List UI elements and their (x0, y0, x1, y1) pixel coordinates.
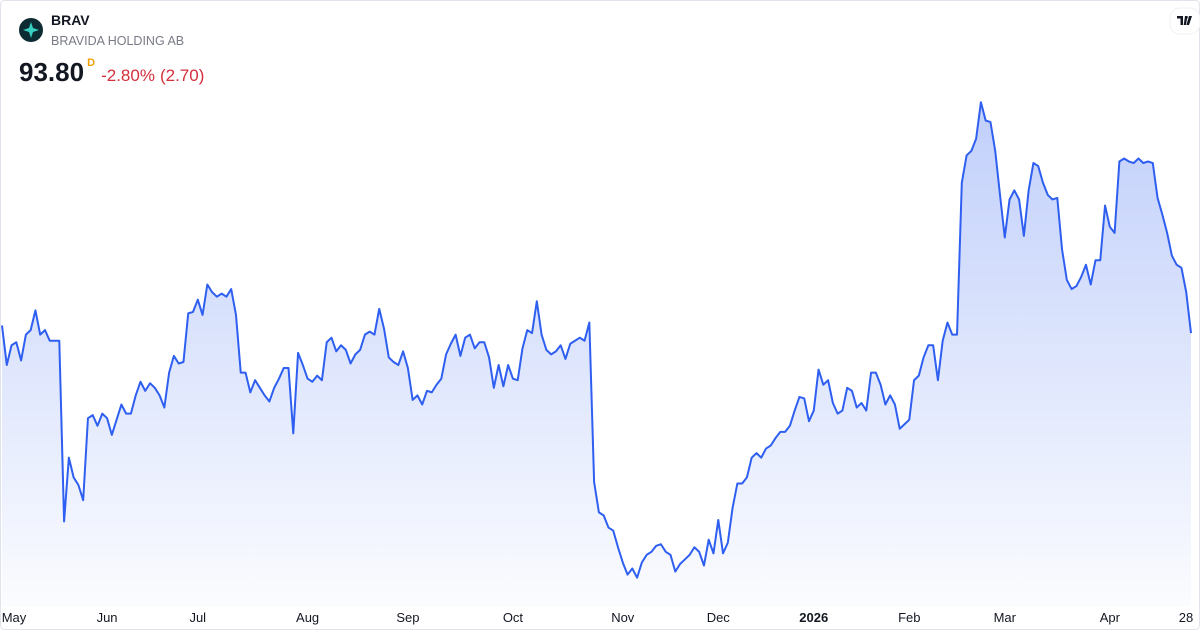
x-tick-label: Aug (296, 610, 319, 625)
logo (19, 18, 43, 42)
company-name: BRAVIDA HOLDING AB (51, 34, 184, 48)
x-tick-label: Dec (707, 610, 731, 625)
x-tick-label: Sep (396, 610, 419, 625)
x-tick-label: Jul (189, 610, 206, 625)
x-tick-label: Feb (898, 610, 920, 625)
price-marker: D (87, 57, 95, 69)
plot-area: May Jun Jul Aug Sep Oct Nov Dec 2026 Feb Mar Apr 28 (1, 101, 1193, 625)
change-percent: -2.80% (101, 66, 155, 85)
price: 93.80 (19, 57, 84, 87)
x-tick-label: Nov (611, 610, 635, 625)
x-tick-label: Mar (994, 610, 1017, 625)
x-tick-label: 2026 (799, 610, 828, 625)
x-tick-label: Jun (97, 610, 118, 625)
x-tick-label: 28 (1179, 610, 1193, 625)
x-tick-label: May (2, 610, 27, 625)
price-line (1, 101, 1192, 579)
area-fill (2, 102, 1191, 607)
x-tick-label: Oct (503, 610, 524, 625)
change: (2.70) (160, 66, 204, 85)
symbol: BRAV (51, 12, 90, 28)
tv-logo[interactable] (1169, 7, 1200, 35)
x-tick-label: Apr (1100, 610, 1121, 625)
